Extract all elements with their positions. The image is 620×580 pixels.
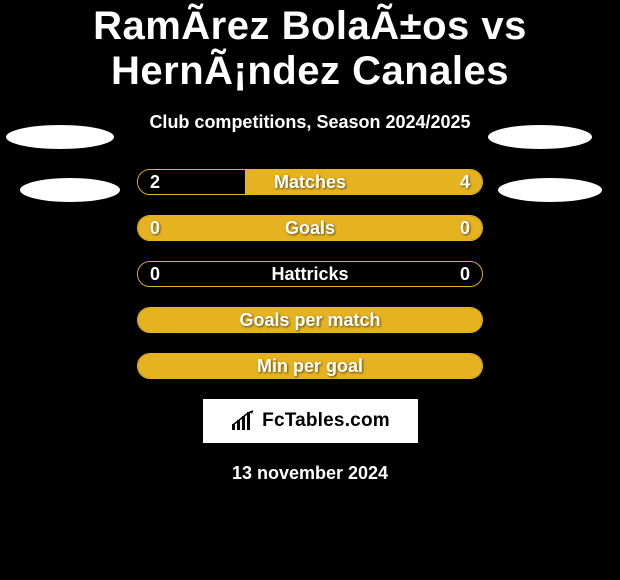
stat-value-left: 2 xyxy=(150,170,160,194)
stat-row: Goals0 0 xyxy=(137,215,483,241)
stat-row: Hattricks0 0 xyxy=(137,261,483,287)
stat-value-left: 0 xyxy=(150,216,160,240)
stat-value-right: 0 xyxy=(460,262,470,286)
date-text: 13 november 2024 xyxy=(0,463,620,484)
stat-value-right: 4 xyxy=(460,170,470,194)
player-ellipse xyxy=(498,178,602,202)
stat-label: Hattricks xyxy=(138,262,482,286)
stat-row: Goals per match xyxy=(137,307,483,333)
stat-label: Goals xyxy=(138,216,482,240)
comparison-card: RamÃ­rez BolaÃ±os vs HernÃ¡ndez Canales … xyxy=(0,0,620,580)
stat-label: Matches xyxy=(138,170,482,194)
player-ellipse xyxy=(20,178,120,202)
stat-row: Matches2 4 xyxy=(137,169,483,195)
stat-label: Goals per match xyxy=(138,308,482,332)
stat-value-right: 0 xyxy=(460,216,470,240)
player-ellipse xyxy=(488,125,592,149)
logo-text: FcTables.com xyxy=(262,410,390,432)
fctables-icon xyxy=(230,410,258,432)
player-ellipse xyxy=(6,125,114,149)
stat-value-left: 0 xyxy=(150,262,160,286)
logo-box: FcTables.com xyxy=(203,399,418,443)
stat-label: Min per goal xyxy=(138,354,482,378)
page-title: RamÃ­rez BolaÃ±os vs HernÃ¡ndez Canales xyxy=(0,0,620,94)
stat-row: Min per goal xyxy=(137,353,483,379)
